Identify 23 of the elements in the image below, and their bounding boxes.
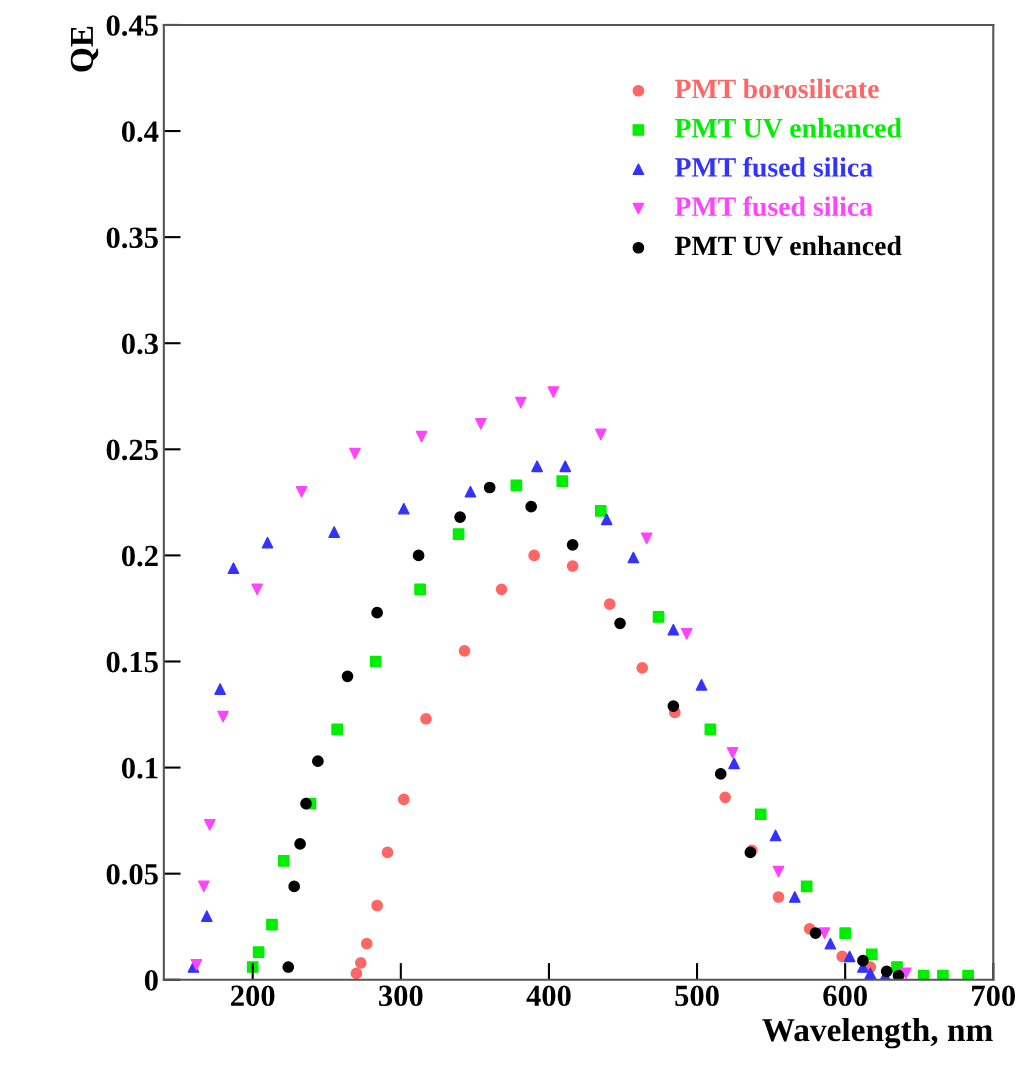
x-tick-label: 700 xyxy=(972,985,1016,1007)
x-tick-label: 200 xyxy=(231,985,275,1007)
y-tick-label: 0.15 xyxy=(106,651,158,673)
legend-label: PMT fused silica xyxy=(674,196,873,217)
x-tick-label: 400 xyxy=(526,985,571,1007)
legend-label: PMT UV enhanced xyxy=(674,235,902,256)
legend-label: PMT fused silica xyxy=(674,156,873,177)
y-tick-label: 0.1 xyxy=(121,757,158,779)
legend-label: PMT UV enhanced xyxy=(674,118,902,138)
x-tick-label: 600 xyxy=(823,985,867,1007)
x-tick-label: 300 xyxy=(379,985,423,1007)
legend-label: PMT borosilicate xyxy=(674,78,879,99)
y-tick-label: 0.05 xyxy=(106,863,158,885)
y-tick-label: 0.3 xyxy=(121,333,158,355)
x-axis-title: Wavelength, nm xyxy=(762,1017,993,1049)
x-tick-label: 500 xyxy=(675,985,719,1007)
y-tick-label: 0.25 xyxy=(106,439,158,461)
y-axis-title: QE xyxy=(70,26,99,72)
y-tick-label: 0 xyxy=(144,970,158,991)
y-tick-label: 0.4 xyxy=(121,121,159,143)
y-tick-label: 0.2 xyxy=(121,545,158,567)
y-tick-label: 0.35 xyxy=(106,227,158,249)
y-tick-label: 0.45 xyxy=(106,15,158,36)
